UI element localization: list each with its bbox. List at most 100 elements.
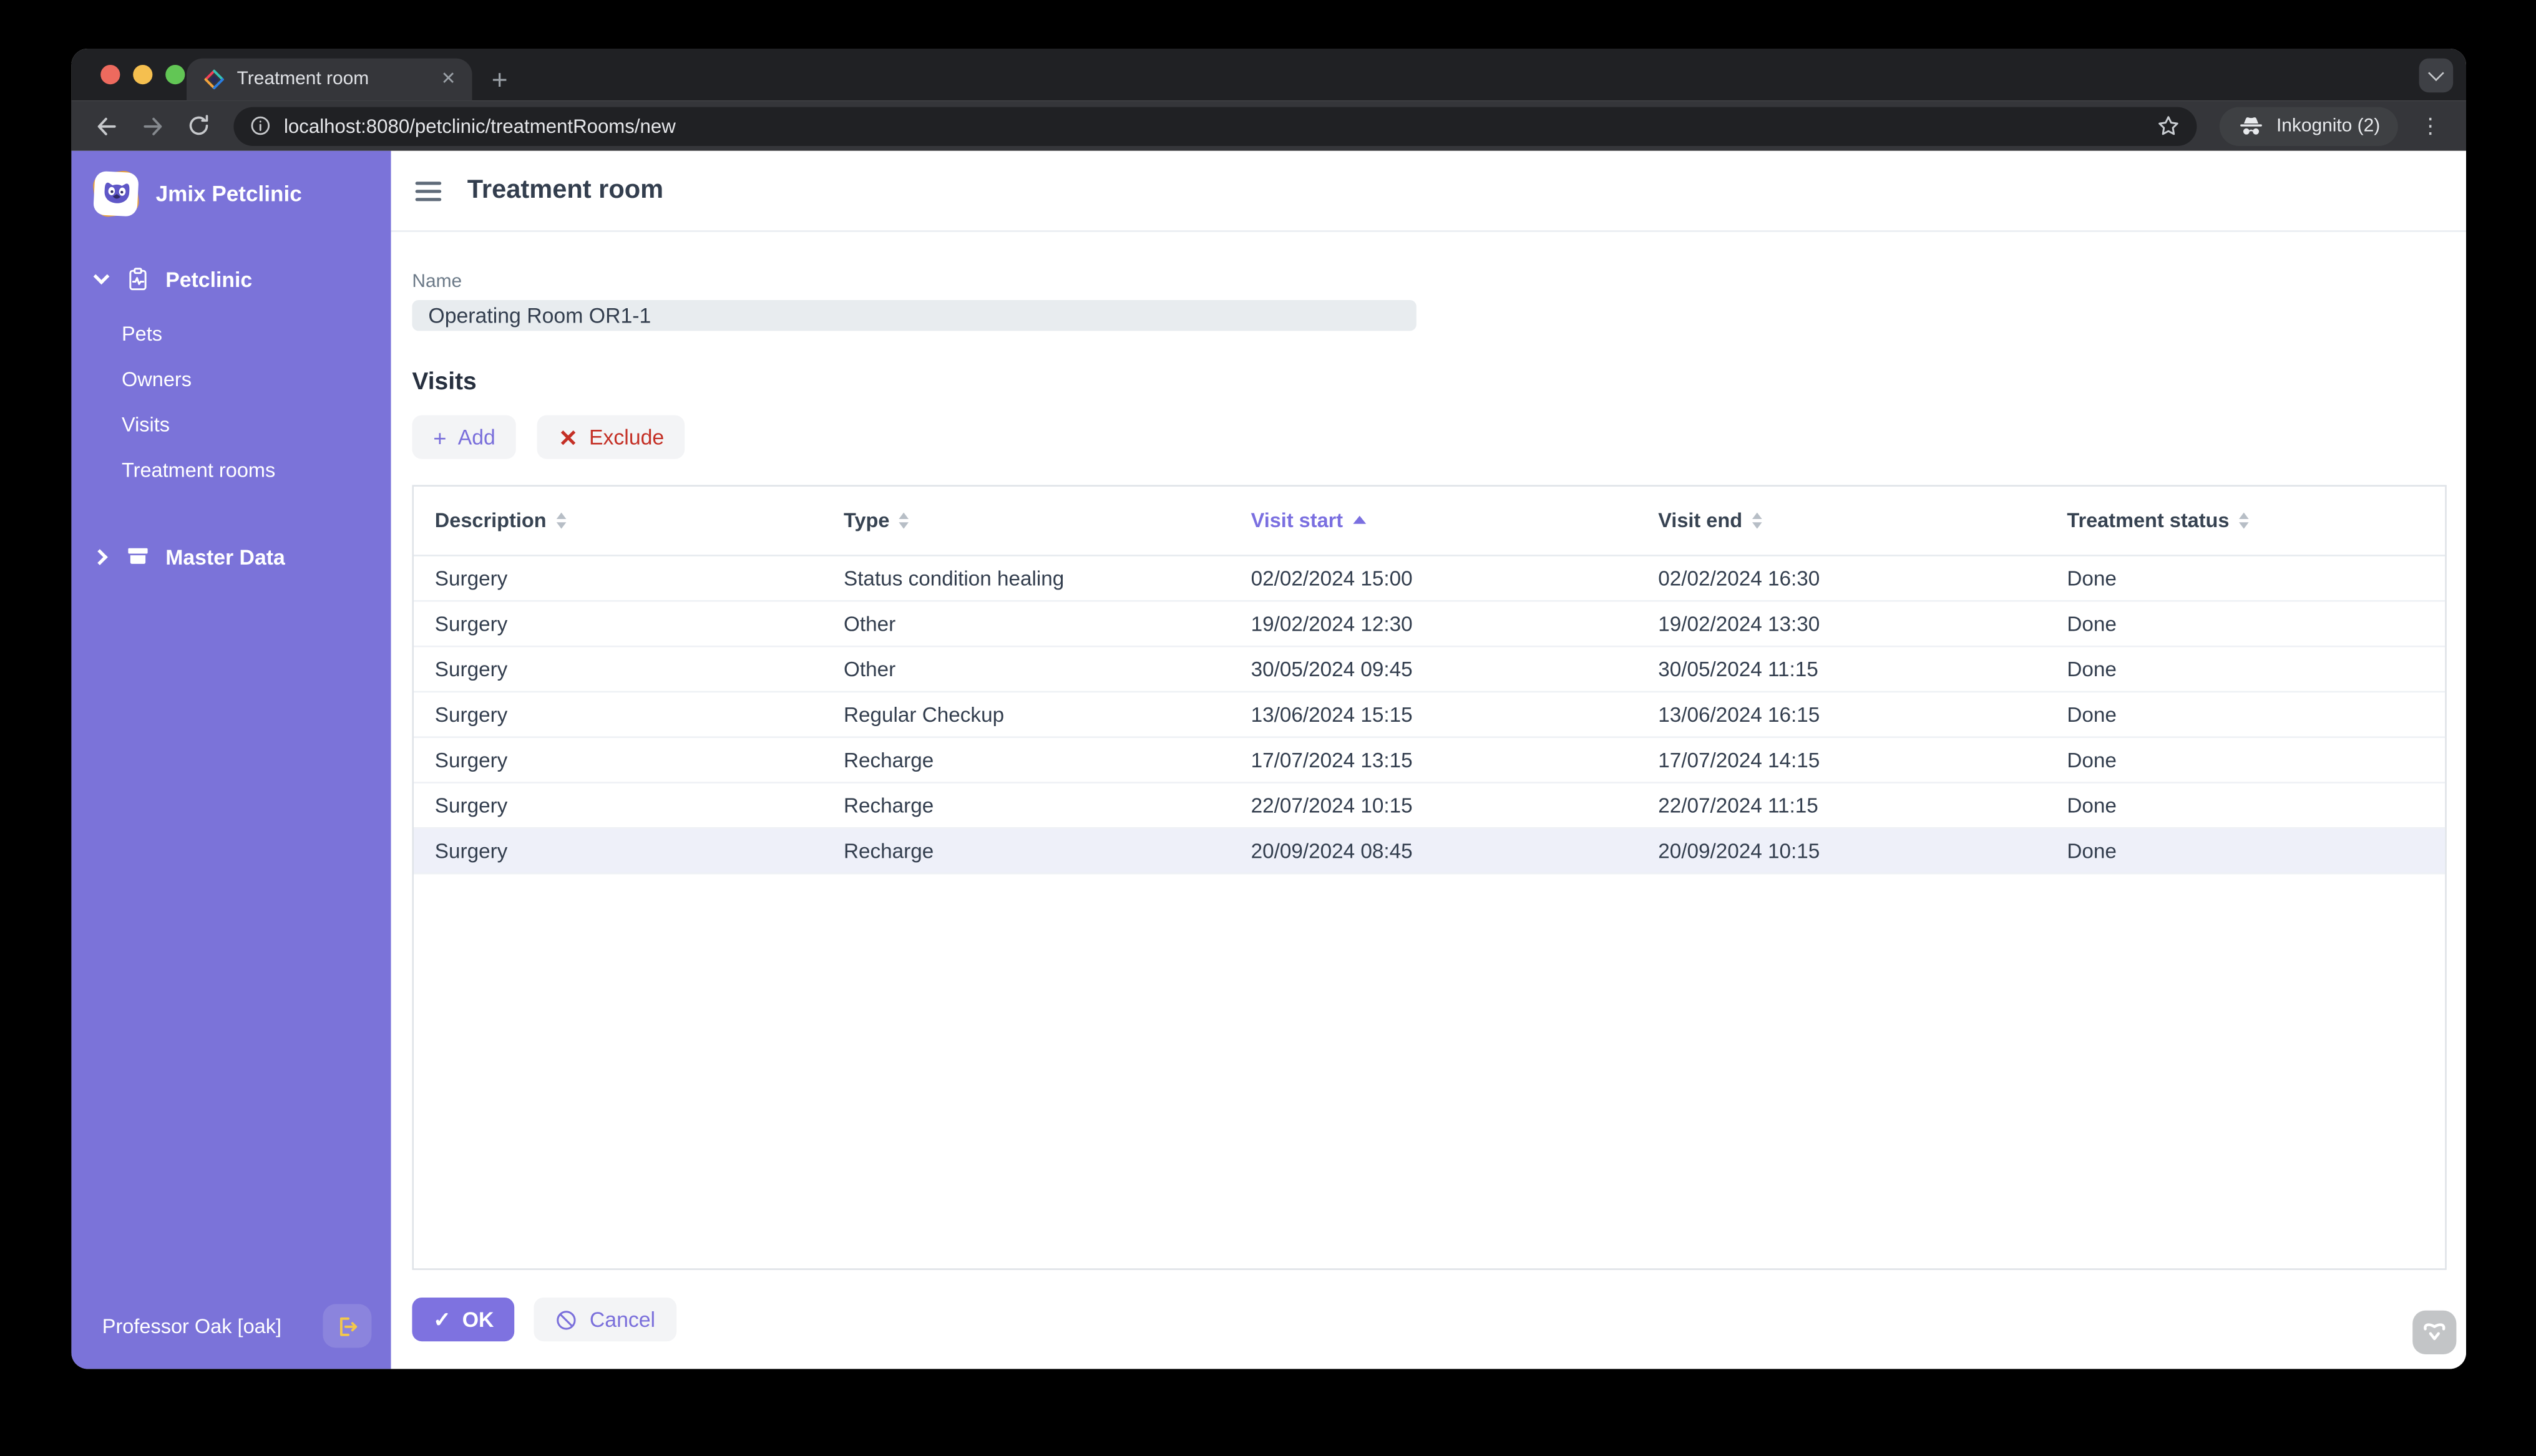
nav-group-label: Master Data bbox=[165, 544, 285, 569]
ban-icon bbox=[557, 1309, 577, 1329]
exclude-button[interactable]: ✕ Exclude bbox=[537, 415, 686, 459]
sidebar-item-pets[interactable]: Pets bbox=[122, 323, 163, 346]
visits-table: Description Type Visit start bbox=[412, 485, 2447, 1270]
sort-icon bbox=[1752, 512, 1762, 529]
sidebar-item-treatment-rooms[interactable]: Treatment rooms bbox=[122, 459, 276, 482]
cell-visit-end: 22/07/2024 11:15 bbox=[1658, 793, 1818, 818]
cell-description: Surgery bbox=[434, 747, 508, 772]
address-bar[interactable]: localhost:8080/petclinic/treatmentRooms/… bbox=[233, 106, 2197, 145]
table-row[interactable]: Surgery Regular Checkup 13/06/2024 15:15… bbox=[414, 692, 2446, 738]
cell-type: Recharge bbox=[844, 747, 934, 772]
cell-description: Surgery bbox=[434, 702, 508, 727]
plus-icon: + bbox=[433, 424, 447, 450]
cell-description: Surgery bbox=[434, 566, 508, 591]
reload-icon bbox=[188, 115, 207, 135]
cell-visit-start: 22/07/2024 10:15 bbox=[1251, 793, 1413, 818]
cell-status: Done bbox=[2067, 566, 2117, 591]
sidebar-item-owners[interactable]: Owners bbox=[122, 368, 192, 391]
new-tab-button[interactable]: + bbox=[491, 65, 508, 96]
column-header-visit-start[interactable]: Visit start bbox=[1230, 509, 1637, 532]
column-header-treatment-status[interactable]: Treatment status bbox=[2046, 509, 2446, 532]
logout-icon bbox=[339, 1316, 358, 1336]
chevron-down-icon bbox=[2428, 65, 2444, 82]
forward-button[interactable] bbox=[133, 106, 172, 145]
sort-icon bbox=[556, 512, 566, 529]
back-arrow-icon bbox=[97, 117, 116, 135]
cell-visit-end: 19/02/2024 13:30 bbox=[1658, 611, 1820, 636]
sidebar-item-visits[interactable]: Visits bbox=[122, 414, 170, 437]
cell-status: Done bbox=[2067, 657, 2117, 681]
nav-group-master-data[interactable]: Master Data bbox=[71, 537, 391, 576]
page-header: Treatment room bbox=[391, 151, 2466, 232]
cell-visit-end: 30/05/2024 11:15 bbox=[1658, 657, 1818, 681]
archive-box-icon bbox=[128, 548, 148, 564]
table-row[interactable]: Surgery Other 19/02/2024 12:30 19/02/202… bbox=[414, 602, 2446, 648]
cell-visit-start: 30/05/2024 09:45 bbox=[1251, 657, 1413, 681]
name-field-label: Name bbox=[412, 272, 462, 292]
tab-close-icon[interactable]: ✕ bbox=[441, 69, 456, 89]
cell-type: Regular Checkup bbox=[844, 702, 1005, 727]
add-button-label: Add bbox=[457, 425, 495, 450]
cell-type: Other bbox=[844, 657, 896, 681]
sort-icon bbox=[899, 512, 909, 529]
ok-button-label: OK bbox=[462, 1307, 494, 1332]
add-button[interactable]: + Add bbox=[412, 415, 517, 459]
nav-group-label: Petclinic bbox=[165, 266, 253, 291]
column-header-description[interactable]: Description bbox=[414, 509, 822, 532]
column-header-type[interactable]: Type bbox=[822, 509, 1230, 532]
browser-menu-button[interactable]: ⋮ bbox=[2411, 106, 2450, 145]
cell-description: Surgery bbox=[434, 838, 508, 863]
cell-description: Surgery bbox=[434, 657, 508, 681]
cell-type: Status condition healing bbox=[844, 566, 1065, 591]
browser-tab[interactable]: Treatment room ✕ bbox=[187, 58, 472, 101]
column-header-visit-end[interactable]: Visit end bbox=[1637, 509, 2046, 532]
cell-status: Done bbox=[2067, 838, 2117, 863]
bookmark-star-icon[interactable] bbox=[2157, 114, 2181, 138]
table-row[interactable]: Surgery Recharge 17/07/2024 13:15 17/07/… bbox=[414, 738, 2446, 784]
window-controls bbox=[100, 65, 185, 85]
cross-icon: ✕ bbox=[558, 424, 578, 450]
site-info-icon[interactable] bbox=[250, 115, 271, 137]
visits-heading: Visits bbox=[412, 368, 477, 396]
browser-toolbar: localhost:8080/petclinic/treatmentRooms/… bbox=[71, 100, 2466, 151]
cell-status: Done bbox=[2067, 747, 2117, 772]
current-user-label: Professor Oak [oak] bbox=[102, 1314, 282, 1337]
reload-button[interactable] bbox=[178, 106, 217, 145]
close-window-button[interactable] bbox=[100, 65, 120, 85]
nav-group-petclinic[interactable]: Petclinic bbox=[71, 260, 391, 298]
tab-search-button[interactable] bbox=[2419, 58, 2454, 93]
cancel-button-label: Cancel bbox=[589, 1307, 656, 1332]
tab-title: Treatment room bbox=[237, 69, 369, 89]
incognito-label: Inkognito (2) bbox=[2276, 115, 2381, 136]
name-input[interactable] bbox=[412, 299, 1417, 331]
minimize-window-button[interactable] bbox=[133, 65, 153, 85]
dev-tools-button[interactable] bbox=[2412, 1310, 2457, 1354]
cancel-button[interactable]: Cancel bbox=[534, 1298, 676, 1342]
incognito-badge[interactable]: Inkognito (2) bbox=[2219, 106, 2398, 145]
table-header-row: Description Type Visit start bbox=[414, 487, 2446, 556]
cell-visit-start: 20/09/2024 08:45 bbox=[1251, 838, 1413, 863]
bull-head-icon bbox=[2424, 1323, 2446, 1341]
cell-type: Recharge bbox=[844, 793, 934, 818]
table-row[interactable]: Surgery Status condition healing 02/02/2… bbox=[414, 556, 2446, 602]
cell-visit-end: 02/02/2024 16:30 bbox=[1658, 566, 1820, 591]
table-row[interactable]: Surgery Recharge 22/07/2024 10:15 22/07/… bbox=[414, 784, 2446, 829]
cell-visit-end: 13/06/2024 16:15 bbox=[1658, 702, 1820, 727]
back-button[interactable] bbox=[87, 106, 126, 145]
petclinic-logo bbox=[91, 169, 141, 218]
column-label: Type bbox=[844, 509, 890, 532]
jmix-favicon-icon bbox=[204, 69, 224, 90]
exclude-button-label: Exclude bbox=[588, 425, 665, 450]
cell-visit-start: 19/02/2024 12:30 bbox=[1251, 611, 1413, 636]
forward-arrow-icon bbox=[144, 117, 162, 135]
ok-button[interactable]: ✓ OK bbox=[412, 1298, 515, 1342]
hamburger-menu-button[interactable] bbox=[415, 180, 442, 201]
table-row-selected[interactable]: Surgery Recharge 20/09/2024 08:45 20/09/… bbox=[414, 828, 2446, 875]
nav-section-master-data: Master Data bbox=[71, 537, 391, 576]
editor-actions: ✓ OK Cancel bbox=[412, 1298, 2446, 1369]
maximize-window-button[interactable] bbox=[165, 65, 185, 85]
table-row[interactable]: Surgery Other 30/05/2024 09:45 30/05/202… bbox=[414, 647, 2446, 693]
incognito-icon bbox=[2240, 117, 2263, 135]
logout-button[interactable] bbox=[323, 1304, 372, 1348]
